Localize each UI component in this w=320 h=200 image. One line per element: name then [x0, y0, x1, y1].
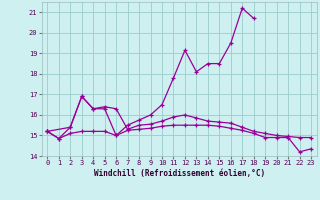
X-axis label: Windchill (Refroidissement éolien,°C): Windchill (Refroidissement éolien,°C): [94, 169, 265, 178]
